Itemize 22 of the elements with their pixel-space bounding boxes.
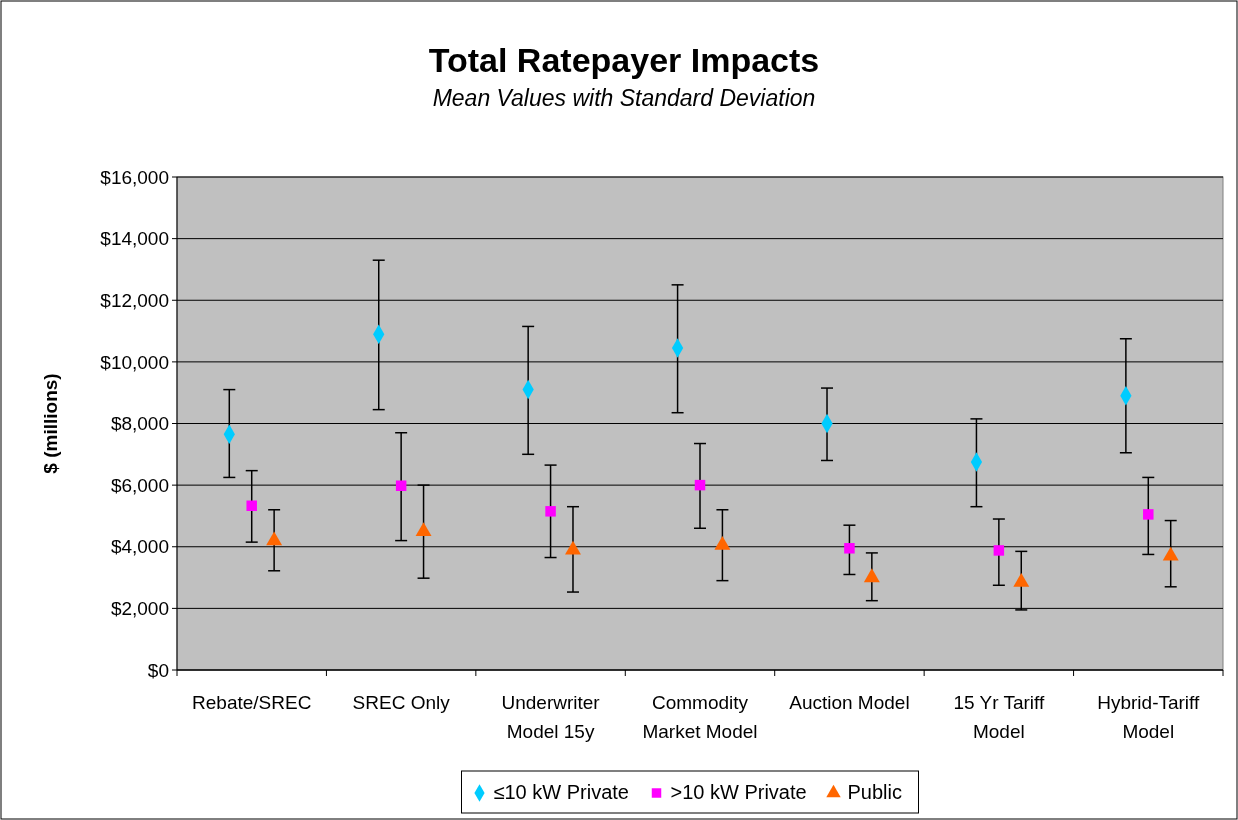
y-tick-label: $6,000 <box>110 474 169 496</box>
x-tick-label: SREC Only <box>352 692 451 713</box>
legend-label: >10 kW Private <box>670 781 807 803</box>
y-tick-label: $2,000 <box>110 598 169 620</box>
legend-label: ≤10 kW Private <box>493 781 629 803</box>
legend-label: Public <box>847 781 902 803</box>
y-tick-label: $12,000 <box>100 289 169 311</box>
y-tick-label: $0 <box>147 659 169 681</box>
x-tick-label: Rebate/SREC <box>192 692 312 713</box>
x-tick-label: Auction Model <box>789 692 910 713</box>
x-tick-label: Underwriter Model 15y <box>501 692 601 742</box>
y-axis-title: $ (millions) <box>40 373 61 474</box>
y-tick-label: $16,000 <box>100 166 169 188</box>
chart-title: Total Ratepayer Impacts <box>428 41 820 79</box>
x-tick-label: 15 Yr Tariff Model <box>953 692 1045 742</box>
y-tick-label: $10,000 <box>100 351 169 373</box>
y-tick-label: $8,000 <box>110 413 169 435</box>
y-tick-label: $14,000 <box>100 228 169 250</box>
y-tick-label: $4,000 <box>110 536 169 558</box>
chart-subtitle: Mean Values with Standard Deviation <box>432 85 816 111</box>
x-tick-label: Commodity Market Model <box>642 692 758 742</box>
x-tick-label: Hybrid-Tariff Model <box>1097 692 1201 742</box>
